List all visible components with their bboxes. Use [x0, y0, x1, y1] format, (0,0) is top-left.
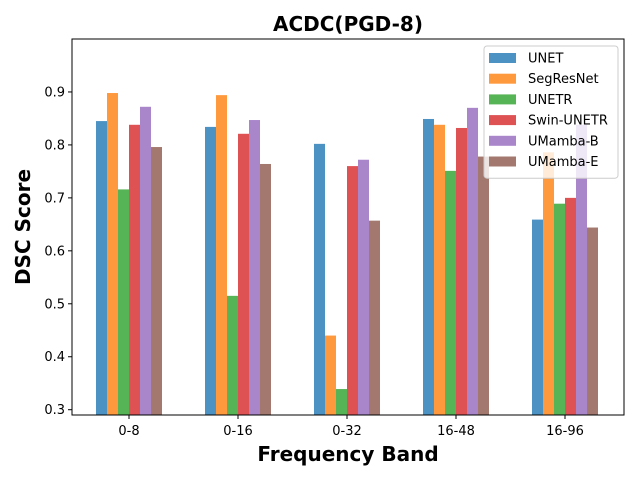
legend-swatch [489, 53, 516, 63]
y-tick-label: 0.3 [44, 403, 65, 418]
bar-umamba-e-16-96 [587, 227, 598, 415]
legend-label: UNET [528, 52, 563, 67]
bar-segresnet-16-96 [543, 152, 554, 415]
y-tick-label: 0.4 [44, 350, 65, 365]
bar-segresnet-0-32 [325, 335, 336, 415]
legend-swatch [489, 94, 516, 105]
x-tick-label: 0-16 [223, 424, 253, 439]
bar-unetr-16-48 [445, 170, 456, 415]
x-tick-label: 16-48 [437, 424, 475, 439]
y-tick-label: 0.9 [44, 85, 65, 100]
bar-unet-0-8 [96, 121, 107, 415]
x-tick-label: 16-96 [546, 424, 584, 439]
bar-unetr-0-32 [336, 389, 347, 415]
bar-unetr-0-16 [227, 295, 238, 415]
legend-box [483, 45, 619, 179]
bar-unet-0-16 [205, 126, 216, 415]
y-axis: 0.3 0.4 0.5 0.6 0.7 0.8 0.9 [44, 85, 72, 418]
bar-segresnet-16-48 [434, 124, 445, 415]
legend-label: UNETR [528, 93, 572, 108]
bar-umamba-b-0-32 [358, 159, 369, 415]
bar-umamba-e-0-32 [369, 220, 380, 415]
plot-frame [71, 38, 625, 416]
bar-umamba-b-16-96 [576, 124, 587, 415]
x-axis-title: Frequency Band [257, 442, 438, 466]
bar-unet-16-96 [532, 219, 543, 415]
legend-swatch [489, 73, 516, 84]
legend-label: Swin-UNETR [528, 114, 608, 129]
bar-unetr-0-8 [118, 189, 129, 415]
bar-segresnet-0-8 [107, 93, 118, 416]
bar-umamba-e-0-8 [151, 147, 162, 415]
chart-title: ACDC(PGD-8) [273, 12, 423, 36]
bar-swin-unetr-0-32 [347, 166, 358, 415]
legend-swatch [489, 135, 516, 146]
y-tick-label: 0.8 [44, 138, 65, 153]
y-tick-label: 0.7 [44, 191, 65, 206]
bar-swin-unetr-0-16 [238, 133, 249, 416]
bar-umamba-b-16-48 [467, 107, 478, 415]
bar-segresnet-0-16 [216, 95, 227, 415]
bar-umamba-b-0-8 [140, 106, 151, 415]
x-axis: 0-8 0-16 0-32 16-48 16-96 [118, 415, 584, 439]
bar-umamba-e-0-16 [260, 163, 271, 415]
bar-swin-unetr-16-48 [456, 127, 467, 415]
y-tick-label: 0.6 [44, 244, 65, 259]
bars-group [96, 93, 598, 416]
bar-swin-unetr-16-96 [565, 197, 576, 415]
bar-swin-unetr-0-8 [129, 124, 140, 415]
bar-unet-0-32 [314, 143, 325, 416]
bar-umamba-e-16-48 [478, 156, 489, 415]
x-tick-label: 0-32 [332, 424, 362, 439]
y-axis-title: DSC Score [11, 169, 35, 285]
legend-swatch [489, 156, 516, 167]
bar-umamba-b-0-16 [249, 120, 260, 415]
bar-unetr-16-96 [554, 203, 565, 415]
x-tick-label: 0-8 [118, 424, 139, 439]
legend-label: SegResNet [528, 72, 599, 87]
y-tick-label: 0.5 [44, 297, 65, 312]
legend-swatch [489, 115, 516, 126]
legend: UNET SegResNet UNETR Swin-UNETR UMamba-B UMam… [483, 45, 619, 179]
bar-unet-16-48 [423, 118, 434, 415]
legend-label: UMamba-E [528, 155, 598, 170]
legend-label: UMamba-B [528, 134, 599, 149]
